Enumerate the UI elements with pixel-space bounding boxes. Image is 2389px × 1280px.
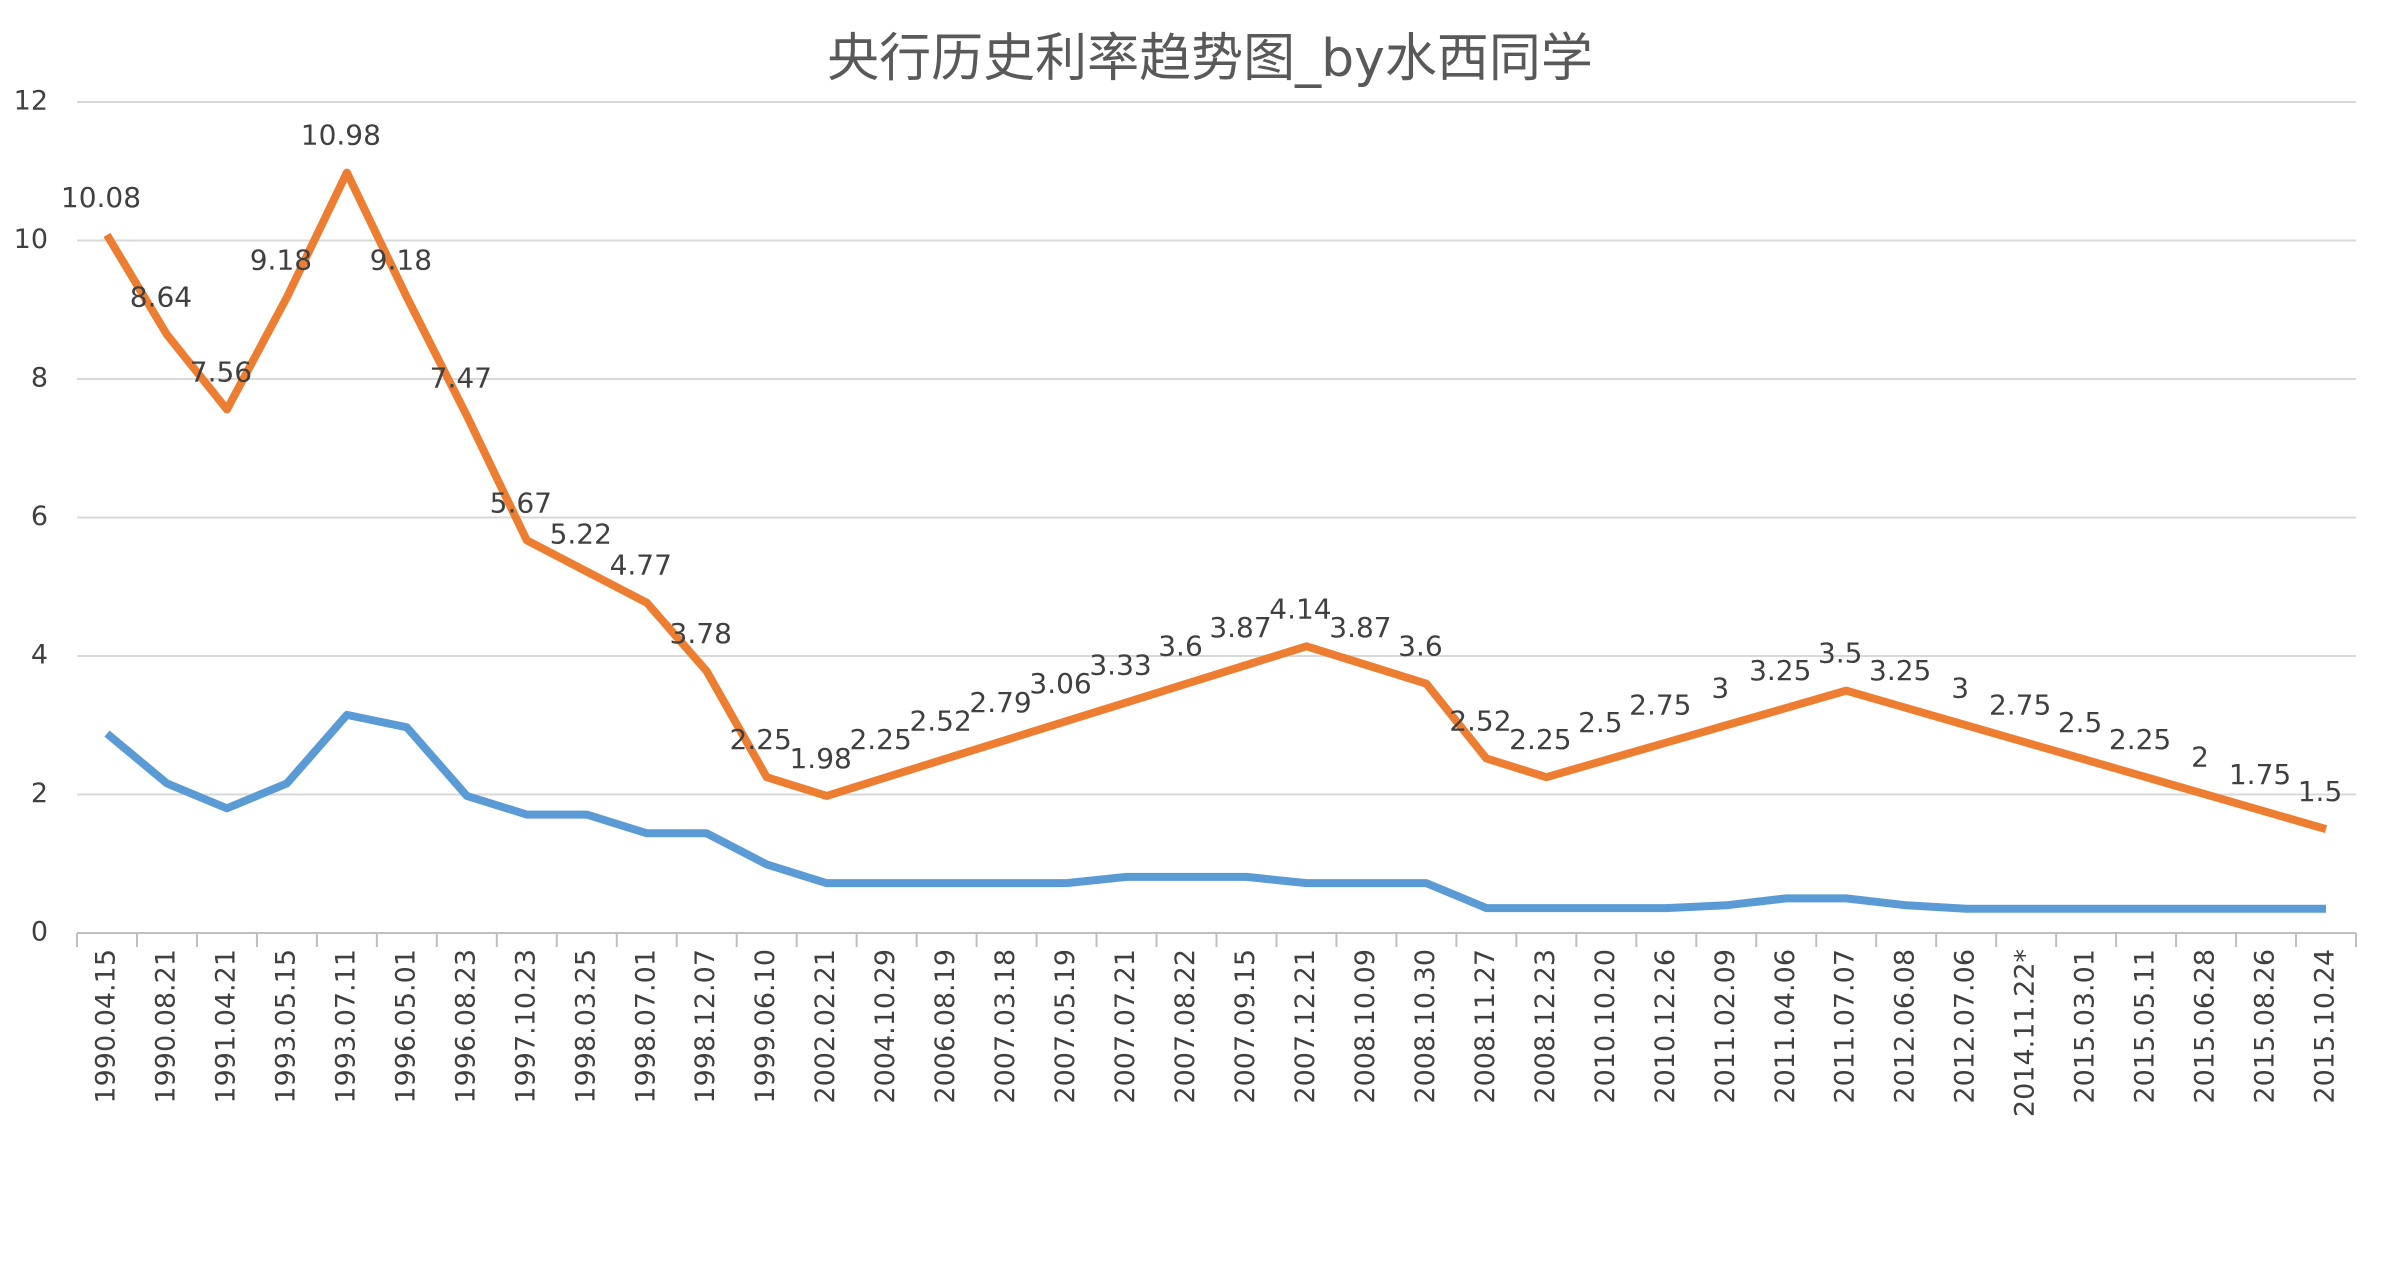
data-label: 10.98: [301, 119, 381, 152]
x-tick-label: 2011.07.07: [1830, 949, 1861, 1104]
x-tick-label: 1998.07.01: [630, 949, 661, 1104]
x-tick-label: 2008.10.09: [1350, 949, 1381, 1104]
data-label: 3.87: [1329, 611, 1391, 644]
series-line: [104, 710, 2327, 913]
data-label: 2.75: [1989, 689, 2051, 722]
chart-title: 央行历史利率趋势图_by水西同学: [827, 29, 1593, 89]
data-label: 2.5: [1578, 706, 1623, 739]
data-label: 2: [2191, 741, 2209, 774]
x-tick-label: 2011.02.09: [1710, 949, 1741, 1104]
data-label: 4.77: [610, 549, 672, 582]
x-tick-label: 1998.12.07: [690, 949, 721, 1104]
x-tick-label: 2007.09.15: [1230, 949, 1261, 1104]
y-tick-label: 10: [14, 224, 48, 255]
x-tick-label: 2015.05.11: [2130, 949, 2161, 1104]
data-label: 5.67: [490, 486, 552, 519]
data-label: 4.14: [1269, 592, 1331, 625]
data-label: 3.5: [1818, 637, 1863, 670]
x-tick-label: 1998.03.25: [570, 949, 601, 1104]
x-tick-label: 1996.08.23: [450, 949, 481, 1104]
data-label: 2.52: [909, 704, 971, 737]
x-tick-label: 1999.06.10: [750, 949, 781, 1104]
y-tick-label: 6: [31, 501, 48, 532]
x-tick-label: 2015.03.01: [2070, 949, 2101, 1104]
data-label: 2.25: [849, 723, 911, 756]
data-label: 2.5: [2058, 706, 2103, 739]
y-tick-label: 2: [31, 778, 48, 809]
data-label: 3.25: [1749, 654, 1811, 687]
x-tick-label: 2014.11.22*: [2010, 949, 2041, 1117]
x-tick-label: 2015.06.28: [2190, 949, 2221, 1104]
data-label: 3.06: [1029, 667, 1091, 700]
y-tick-label: 4: [31, 640, 48, 671]
x-tick-label: 2007.05.19: [1050, 949, 1081, 1104]
data-label: 10.08: [61, 181, 141, 214]
data-label: 7.56: [190, 355, 252, 388]
x-tick-label: 2006.08.19: [930, 949, 961, 1104]
x-tick-label: 2012.07.06: [1950, 949, 1981, 1104]
x-tick-label: 1990.04.15: [90, 949, 121, 1104]
x-tick-label: 1991.04.21: [210, 949, 241, 1104]
data-label: 7.47: [430, 362, 492, 395]
x-tick-label: 2010.12.26: [1650, 949, 1681, 1104]
x-tick-label: 2010.10.20: [1590, 949, 1621, 1104]
x-tick-label: 2012.06.08: [1890, 949, 1921, 1104]
data-label: 3: [1711, 671, 1729, 704]
x-tick-label: 2011.04.06: [1770, 949, 1801, 1104]
y-tick-label: 12: [14, 86, 48, 117]
data-label: 2.75: [1629, 689, 1691, 722]
x-tick-label: 2007.08.22: [1170, 949, 1201, 1104]
data-label: 3.33: [1089, 648, 1151, 681]
data-label: 3.25: [1869, 654, 1931, 687]
x-tick-label: 2007.07.21: [1110, 949, 1141, 1104]
data-label: 9.18: [370, 243, 432, 276]
data-label: 2.25: [2109, 723, 2171, 756]
x-tick-label: 2008.12.23: [1530, 949, 1561, 1104]
y-tick-label: 8: [31, 363, 48, 394]
data-label: 1.75: [2229, 758, 2291, 791]
data-label: 1.98: [789, 742, 851, 775]
data-label: 2.52: [1449, 704, 1511, 737]
x-tick-label: 2007.12.21: [1290, 949, 1321, 1104]
x-tick-label: 2015.10.24: [2310, 949, 2341, 1104]
data-label: 3.87: [1209, 611, 1271, 644]
x-tick-label: 2008.10.30: [1410, 949, 1441, 1104]
x-tick-label: 2007.03.18: [990, 949, 1021, 1104]
x-tick-label: 2008.11.27: [1470, 949, 1501, 1104]
x-tick-label: 1996.05.01: [390, 949, 421, 1104]
x-tick-label: 1993.05.15: [270, 949, 301, 1104]
data-label: 2.25: [730, 723, 792, 756]
data-label: 1.5: [2298, 775, 2343, 808]
data-label: 8.64: [130, 281, 192, 314]
data-label: 3.6: [1398, 630, 1443, 663]
data-label: 3.6: [1158, 630, 1203, 663]
data-label: 2.25: [1509, 723, 1571, 756]
x-tick-label: 2004.10.29: [870, 949, 901, 1104]
data-label: 3.78: [670, 617, 732, 650]
data-label: 5.22: [550, 518, 612, 551]
x-tick-label: 1990.08.21: [150, 949, 181, 1104]
data-label: 2.79: [969, 686, 1031, 719]
x-tick-label: 1993.07.11: [330, 949, 361, 1104]
x-tick-label: 1997.10.23: [510, 949, 541, 1104]
data-label: 9.18: [250, 243, 312, 276]
x-tick-label: 2002.02.21: [810, 949, 841, 1104]
data-label: 3: [1951, 671, 1969, 704]
y-tick-label: 0: [31, 917, 48, 948]
series-line: [103, 168, 2328, 833]
x-tick-label: 2015.08.26: [2250, 949, 2281, 1104]
